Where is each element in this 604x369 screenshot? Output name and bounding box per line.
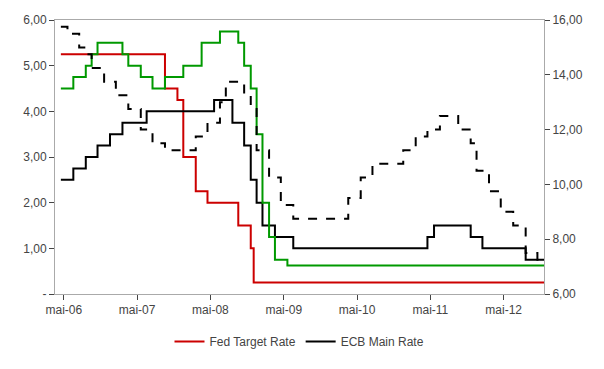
svg-text:16,00: 16,00 [552,13,582,27]
svg-text:Fed Target Rate: Fed Target Rate [210,335,296,349]
svg-text:4,00: 4,00 [23,105,47,119]
svg-text:2,00: 2,00 [23,196,47,210]
svg-text:8,00: 8,00 [552,232,576,246]
svg-text:mai-06: mai-06 [45,303,82,317]
svg-text:10,00: 10,00 [552,178,582,192]
svg-text:5,00: 5,00 [23,59,47,73]
svg-text:mai-09: mai-09 [265,303,302,317]
svg-text:mai-08: mai-08 [192,303,229,317]
svg-text:mai-07: mai-07 [119,303,156,317]
svg-text:3,00: 3,00 [23,150,47,164]
svg-text:6,00: 6,00 [552,287,576,301]
svg-text:ECB Main Rate: ECB Main Rate [341,335,424,349]
svg-text:-: - [43,287,47,301]
svg-text:mai-11: mai-11 [412,303,448,317]
svg-text:1,00: 1,00 [23,242,47,256]
svg-text:14,00: 14,00 [552,68,582,82]
svg-text:12,00: 12,00 [552,123,582,137]
svg-text:mai-10: mai-10 [339,303,376,317]
svg-text:mai-12: mai-12 [485,303,522,317]
svg-text:6,00: 6,00 [23,13,47,27]
